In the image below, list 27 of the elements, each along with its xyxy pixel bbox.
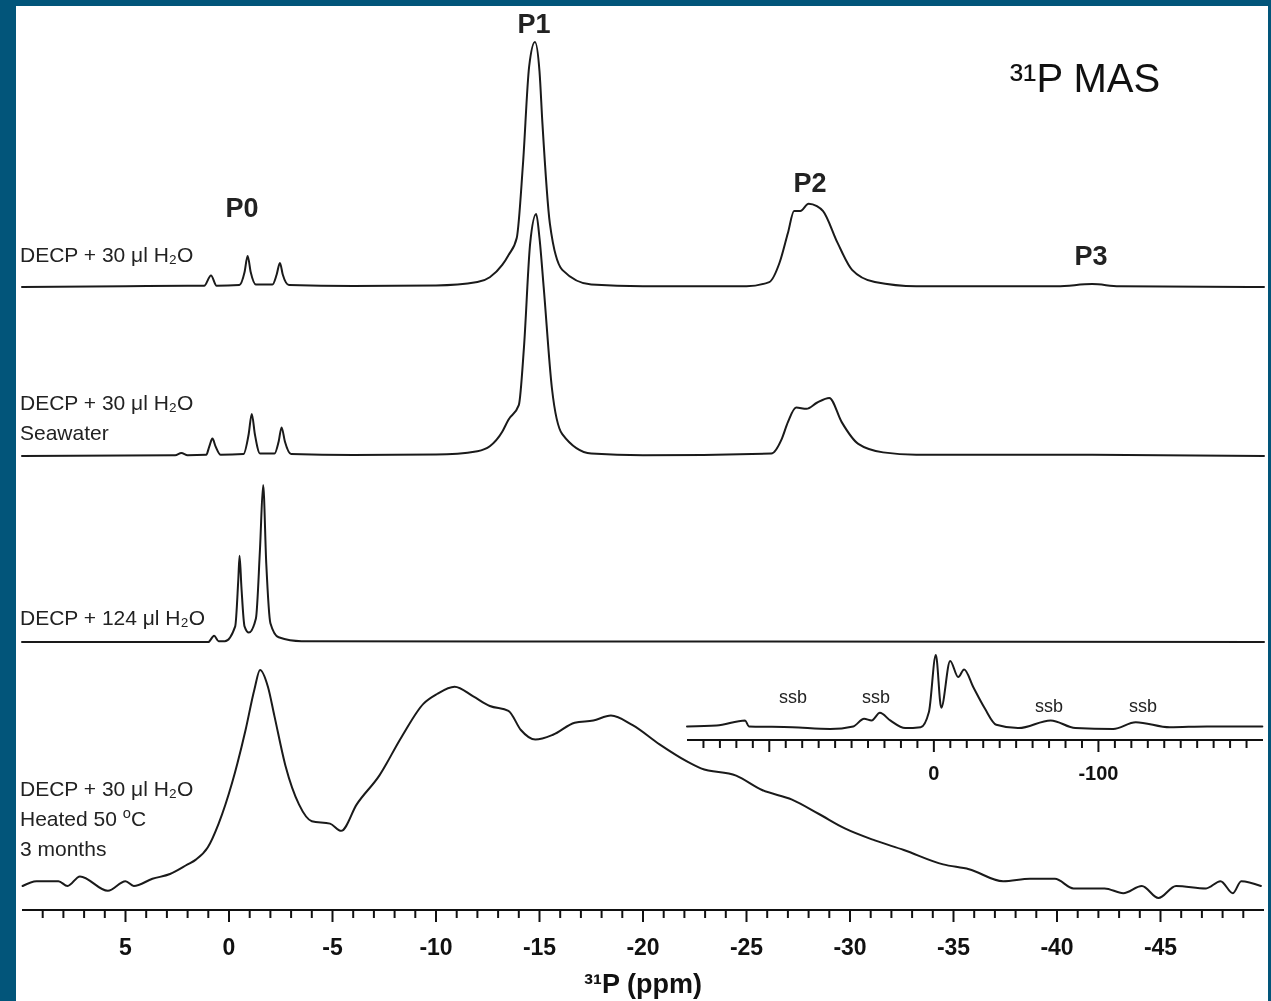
x-tick-label: 0: [928, 762, 940, 784]
x-tick-label: -25: [729, 934, 764, 960]
annotation: ssb: [861, 687, 891, 707]
text: P1: [517, 9, 551, 39]
x-tick-label: -30: [833, 934, 867, 960]
x-tick-label: -10: [419, 934, 453, 960]
series-label: DECP + 30 μl H₂O: [20, 243, 194, 266]
chart-title: ³¹P MAS: [1009, 56, 1161, 100]
x-tick-label: -35: [936, 934, 971, 960]
x-tick-label: -100: [1078, 762, 1119, 784]
x-axis-title: ³¹P (ppm): [584, 969, 702, 999]
series-label: DECP + 124 μl H₂O: [20, 606, 206, 629]
annotation: ssb: [778, 687, 808, 707]
annotation: ssb: [1034, 696, 1064, 716]
x-tick-label: -15: [522, 934, 557, 960]
annotation: P3: [1074, 241, 1108, 271]
series-label: DECP + 30 μl H₂O Seawater: [20, 391, 194, 444]
x-tick-label: 5: [119, 934, 133, 960]
x-tick-label: 0: [222, 934, 236, 960]
x-tick-label: -5: [322, 934, 343, 960]
annotation: P2: [793, 168, 827, 198]
x-tick-label: -40: [1040, 934, 1074, 960]
annotation: ssb: [1128, 696, 1158, 716]
text: DECP + 30 μl H₂O Heated 50 $^{o}$C 3 months: [20, 777, 194, 860]
annotation: P0: [225, 193, 259, 223]
x-tick-label: -45: [1143, 934, 1178, 960]
x-tick-label: -20: [626, 934, 660, 960]
